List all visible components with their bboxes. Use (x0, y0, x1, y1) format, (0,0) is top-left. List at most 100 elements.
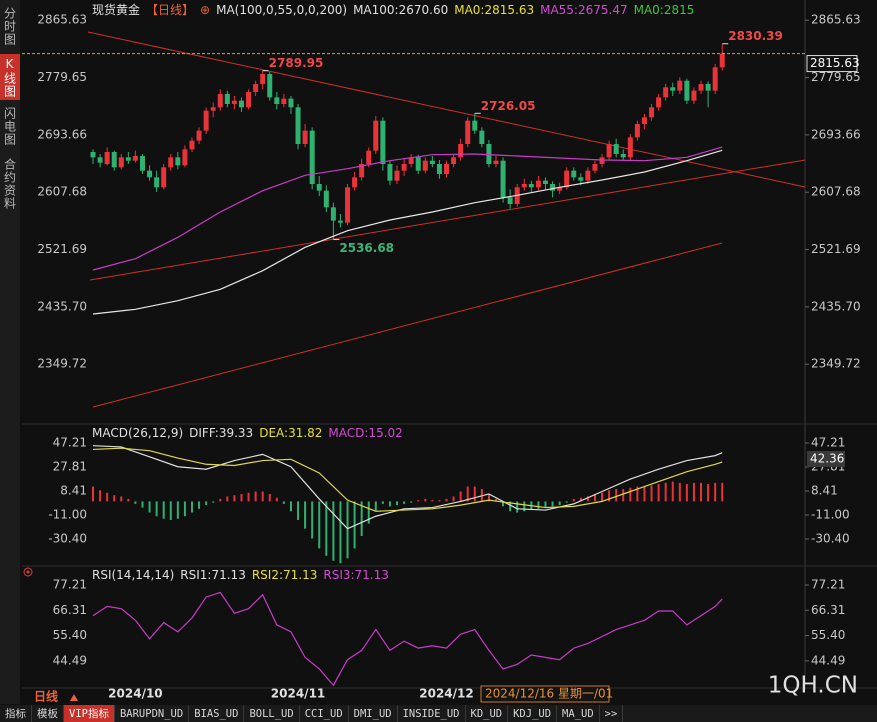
candle-body (316, 184, 322, 191)
candle-body (472, 120, 478, 131)
toolbar-item[interactable]: KD_UD (466, 705, 509, 722)
candle-body (698, 84, 704, 91)
y-tick-label-left: 27.81 (53, 459, 87, 473)
toolbar-item[interactable]: MA_UD (557, 705, 600, 722)
y-tick-label-left: -30.40 (48, 532, 87, 546)
y-tick-label: 2607.68 (811, 185, 861, 199)
header-item: MACD:15.02 (328, 426, 402, 440)
indicator-line (92, 445, 723, 530)
candle-body (309, 130, 315, 184)
header-item: MA100:2670.60 (353, 3, 448, 17)
candle-body (444, 164, 449, 174)
toolbar-item[interactable]: DMI_UD (349, 705, 398, 722)
toolbar-item[interactable]: BOLL_UD (244, 705, 300, 722)
candle-body (394, 170, 400, 181)
candle-body (246, 92, 252, 108)
side-tab[interactable]: 闪电图 (2, 106, 17, 146)
x-tick-label: 2024/11 (271, 687, 325, 701)
candle-body (429, 160, 435, 164)
y-tick-label: -11.00 (811, 508, 850, 522)
candle-body (465, 120, 471, 144)
y-tick-label: 2521.69 (811, 242, 861, 256)
candle-body (196, 130, 202, 141)
candle-body (528, 184, 534, 188)
y-tick-label: 2693.66 (811, 127, 861, 141)
annotation-label: 2536.68 (339, 241, 394, 255)
candle-body (267, 74, 273, 98)
annotation-label: 2830.39 (728, 29, 783, 43)
candle-body (97, 157, 103, 163)
candle-body (224, 94, 230, 104)
panel-header: MACD(26,12,9) DIFF:39.33 DEA:31.82 MACD:15.… (92, 426, 403, 440)
toolbar-item[interactable]: BIAS_UD (189, 705, 245, 722)
y-tick-label-left: -11.00 (48, 508, 87, 522)
candle-body (139, 156, 145, 171)
toolbar: 指标 模板 VIP指标 BARUPDN_UD BIAS_UD BOLL_UD CCI_UD D… (0, 705, 877, 722)
side-tab[interactable]: 分时图 (2, 6, 17, 46)
toolbar-item[interactable]: 指标 (0, 705, 32, 722)
candle-body (359, 164, 365, 178)
candle-body (161, 167, 167, 188)
toolbar-item[interactable]: CCI_UD (300, 705, 349, 722)
candle-body (422, 160, 428, 171)
y-tick-label-left: 2865.63 (37, 13, 87, 27)
indicator-line (92, 146, 723, 271)
y-tick-label: 2779.65 (811, 70, 861, 84)
header-item: RSI3:71.13 (323, 568, 389, 582)
candle-body (649, 107, 655, 118)
header-item: 【日线】 (146, 3, 194, 17)
candle-body (451, 157, 457, 164)
header-item: MACD(26,12,9) (92, 426, 183, 440)
candle-body (147, 170, 153, 178)
y-tick-label: 66.31 (811, 603, 845, 617)
candle-body (606, 144, 612, 158)
toolbar-item[interactable]: >> (600, 705, 624, 722)
panel-icon[interactable] (23, 567, 33, 577)
candle-body (542, 180, 548, 184)
candle-body (521, 184, 527, 188)
candle-body (345, 187, 351, 223)
candle-body (620, 154, 626, 158)
toolbar-item[interactable]: VIP指标 (64, 705, 115, 722)
candle-body (387, 164, 393, 181)
cursor-date-box (480, 685, 610, 703)
last-price-label: 2815.63 (810, 56, 860, 70)
toolbar-item[interactable]: INSIDE_UD (398, 705, 466, 722)
header-item: RSI2:71.13 (252, 568, 318, 582)
y-tick-label-left: 2349.72 (37, 357, 87, 371)
side-tab[interactable]: K线图 (0, 54, 20, 100)
candle-body (175, 157, 181, 166)
candle-body (415, 157, 421, 171)
candle-body (634, 124, 640, 138)
candle-body (578, 177, 584, 181)
candle-body (373, 120, 379, 151)
toolbar-item[interactable]: 模板 (32, 705, 64, 722)
toolbar-item[interactable]: BARUPDN_UD (115, 705, 190, 722)
side-tab[interactable]: 合约资料 (2, 158, 17, 210)
toolbar-item[interactable]: KDJ_UD (508, 705, 558, 722)
y-tick-label: 8.41 (811, 483, 838, 497)
period-label[interactable]: 日线 (34, 689, 58, 704)
value-marker-box (807, 450, 845, 467)
candle-body (210, 107, 216, 111)
header-item: DEA:31.82 (259, 426, 322, 440)
indicator-line (92, 447, 723, 512)
candle-body (366, 150, 372, 164)
trend-line (92, 242, 723, 408)
candle-body (132, 156, 138, 161)
candle-body (500, 160, 506, 198)
candle-body (684, 80, 690, 101)
candle-body (691, 90, 697, 101)
period-arrow[interactable] (70, 694, 78, 701)
annotation-label: 2789.95 (269, 56, 324, 70)
candle-body (118, 157, 124, 168)
panel-header: RSI(14,14,14) RSI1:71.13 RSI2:71.13 RSI3:71… (92, 568, 389, 582)
candle-body (599, 157, 605, 164)
header-item: 现货黄金 (92, 2, 140, 17)
header-item: MA(100,0,55,0,0,200) (216, 3, 347, 17)
header-item: MA55:2675.47 (540, 3, 628, 17)
candle-body (719, 53, 725, 68)
watermark: 1QH.CN (768, 673, 858, 699)
y-tick-label-left: 2693.66 (37, 127, 87, 141)
